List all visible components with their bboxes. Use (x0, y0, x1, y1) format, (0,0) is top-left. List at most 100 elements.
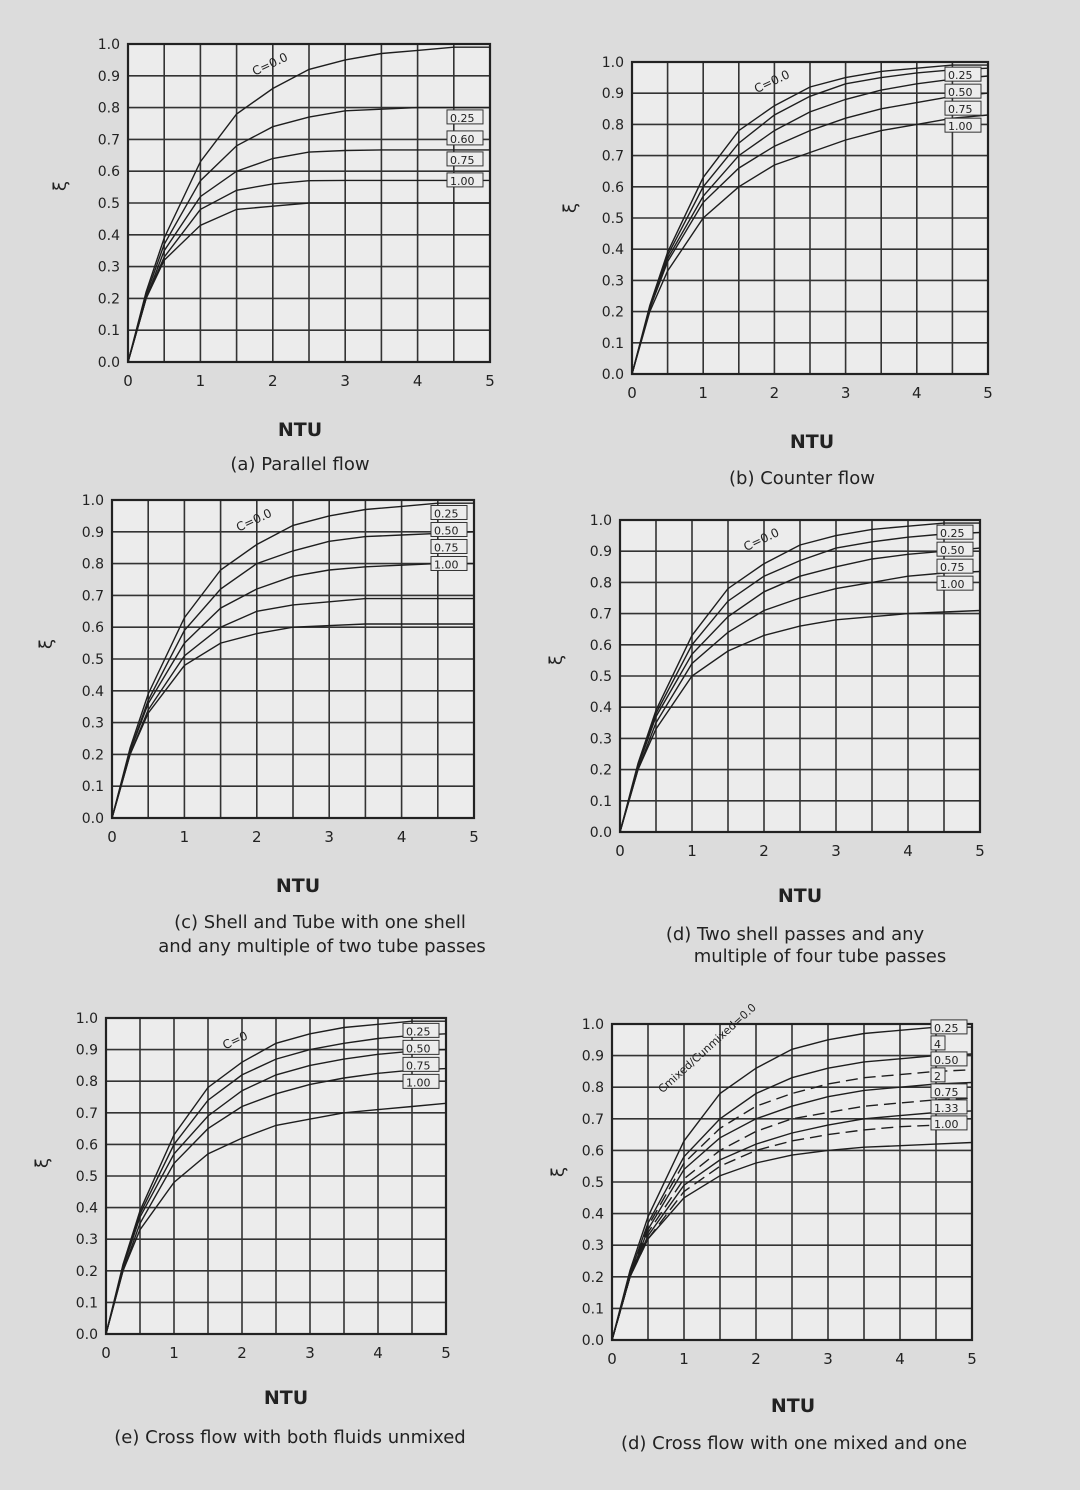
x-tick-label: 2 (751, 1350, 761, 1368)
series-label-box (402, 1073, 440, 1089)
x-tick-label: 0 (101, 1344, 111, 1362)
y-tick-label: 0.2 (590, 763, 612, 779)
chart-panel-f: 0.00.10.20.30.40.50.60.70.80.91.00 1 2 3 4 5C… (548, 1001, 977, 1454)
curve-1.00 (631, 114, 989, 375)
series-label: 0.60 (450, 133, 475, 146)
x-axis-title: NTU (778, 885, 822, 907)
curve-0.25 (105, 1033, 447, 1335)
series-label-box (930, 1019, 968, 1035)
y-tick-label: 0.2 (82, 747, 104, 763)
series-label: 0.75 (406, 1059, 431, 1072)
y-tick-label: 0.1 (582, 1301, 604, 1317)
y-tick-label: 0.1 (602, 336, 624, 352)
curve-0.50 (105, 1048, 447, 1335)
series-label: 0.75 (940, 561, 965, 574)
curve-0.50 (127, 149, 490, 363)
y-tick-label: 0.8 (98, 101, 120, 117)
series-label-box (446, 109, 484, 125)
series-label-box (402, 1056, 440, 1072)
y-tick-label: 0.4 (76, 1201, 98, 1217)
curve-C-0.0 (111, 502, 474, 819)
curve-0.25 (631, 67, 989, 375)
y-tick-label: 0.8 (82, 557, 104, 573)
x-tick-label: 3 (305, 1344, 315, 1362)
series-label: 2 (934, 1070, 941, 1083)
x-tick-label: 0 (607, 1350, 617, 1368)
y-tick-label: 0.5 (582, 1175, 604, 1191)
curve-1.00 (111, 623, 474, 819)
curves (111, 502, 475, 819)
x-tick-label: 4 (373, 1344, 383, 1362)
x-tick-label: 4 (397, 828, 407, 846)
curves (127, 46, 490, 363)
curve-0.75 (111, 597, 474, 819)
x-tick-label: 3 (831, 842, 841, 860)
y-tick-label: 0.9 (76, 1043, 98, 1059)
x-tick-label: 1 (196, 372, 206, 390)
x-tick-label: 4 (903, 842, 913, 860)
y-tick-label: 0.3 (98, 260, 120, 276)
x-tick-label: 5 (983, 384, 993, 402)
y-tick-label: 0.6 (582, 1143, 604, 1159)
series-label-box (430, 555, 468, 571)
series-label: 0.25 (934, 1022, 959, 1035)
series-label: 0.75 (450, 154, 475, 167)
x-axis-title: NTU (790, 431, 834, 453)
series-label-box (936, 558, 974, 574)
x-tick-label: 5 (485, 372, 495, 390)
y-tick-label: 1.0 (582, 1017, 604, 1033)
series-label-box (430, 521, 468, 537)
curve-0.50 (631, 75, 989, 375)
series-label: 0.50 (434, 524, 459, 537)
y-tick-label: 1.0 (590, 513, 612, 529)
series-label-box (944, 66, 982, 82)
y-tick-label: 0.3 (76, 1232, 98, 1248)
series-label: 1.00 (940, 578, 965, 591)
curve-C-0.0 (631, 64, 988, 375)
y-tick-label: 0.5 (98, 196, 120, 212)
y-tick-label: 0.4 (582, 1207, 604, 1223)
y-tick-label: 1.0 (98, 37, 120, 53)
y-tick-label: 1.0 (602, 55, 624, 71)
y-axis-title: ξ (50, 181, 71, 191)
y-tick-label: 0.9 (582, 1049, 604, 1065)
curves (631, 64, 989, 375)
chart-caption: (e) Cross flow with both fluids unmixed (114, 1427, 465, 1448)
y-tick-label: 0.0 (590, 825, 612, 841)
x-tick-label: 0 (615, 842, 625, 860)
y-tick-label: 0.4 (82, 684, 104, 700)
x-tick-label: 2 (759, 842, 769, 860)
x-tick-label: 2 (237, 1344, 247, 1362)
y-tick-label: 0.7 (76, 1106, 98, 1122)
series-label-box (936, 541, 974, 557)
x-tick-label: 1 (687, 842, 697, 860)
series-label: 0.50 (948, 86, 973, 99)
y-axis-title: ξ (548, 1167, 569, 1177)
y-tick-label: 0.4 (602, 242, 624, 258)
y-tick-label: 0.0 (582, 1333, 604, 1349)
series-label-box (944, 117, 982, 133)
x-tick-label: 0 (107, 828, 117, 846)
y-tick-label: 0.3 (590, 731, 612, 747)
y-axis-title: ξ (32, 1158, 53, 1168)
series-label-box (944, 100, 982, 116)
x-tick-label: 5 (975, 842, 985, 860)
series-label-box (930, 1051, 968, 1067)
x-tick-label: 5 (469, 828, 479, 846)
x-tick-label: 4 (413, 372, 423, 390)
curve-1.00 (105, 1102, 447, 1335)
y-tick-label: 0.8 (76, 1074, 98, 1090)
x-tick-label: 2 (252, 828, 262, 846)
x-tick-label: 3 (324, 828, 334, 846)
series-label-box (402, 1039, 440, 1055)
y-tick-label: 0.9 (82, 525, 104, 541)
curve-0.75 (105, 1067, 447, 1335)
y-axis-title: ξ (36, 639, 57, 649)
chart-caption: (d) Cross flow with one mixed and one (621, 1433, 967, 1454)
y-tick-label: 0.5 (76, 1169, 98, 1185)
curve-0.50 (111, 562, 474, 819)
plot-frame (110, 498, 476, 820)
series-label-box (430, 538, 468, 554)
y-tick-label: 0.4 (98, 228, 120, 244)
series-label-box (944, 83, 982, 99)
